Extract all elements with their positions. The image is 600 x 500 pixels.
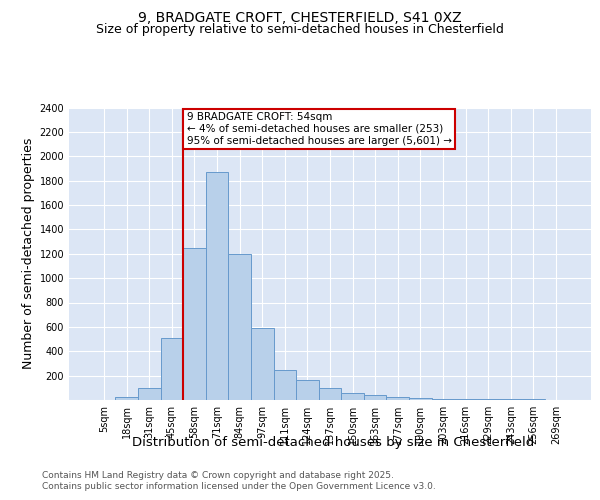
Y-axis label: Number of semi-detached properties: Number of semi-detached properties [22, 138, 35, 370]
Text: Contains HM Land Registry data © Crown copyright and database right 2025.
Contai: Contains HM Land Registry data © Crown c… [42, 472, 436, 490]
Bar [319, 388, 341, 400]
Bar [115, 397, 138, 400]
Bar [386, 397, 409, 400]
Bar [409, 398, 431, 400]
Bar [296, 380, 319, 400]
Bar [341, 394, 364, 400]
Text: Size of property relative to semi-detached houses in Chesterfield: Size of property relative to semi-detach… [96, 24, 504, 36]
Text: 9, BRADGATE CROFT, CHESTERFIELD, S41 0XZ: 9, BRADGATE CROFT, CHESTERFIELD, S41 0XZ [138, 10, 462, 24]
Text: Distribution of semi-detached houses by size in Chesterfield: Distribution of semi-detached houses by … [132, 436, 534, 449]
Bar [251, 328, 274, 400]
Bar [161, 338, 183, 400]
Bar [364, 395, 386, 400]
Bar [229, 254, 251, 400]
Bar [138, 388, 161, 400]
Bar [206, 172, 229, 400]
Bar [431, 399, 454, 400]
Text: 9 BRADGATE CROFT: 54sqm
← 4% of semi-detached houses are smaller (253)
95% of se: 9 BRADGATE CROFT: 54sqm ← 4% of semi-det… [187, 112, 452, 146]
Bar [274, 370, 296, 400]
Bar [183, 248, 206, 400]
